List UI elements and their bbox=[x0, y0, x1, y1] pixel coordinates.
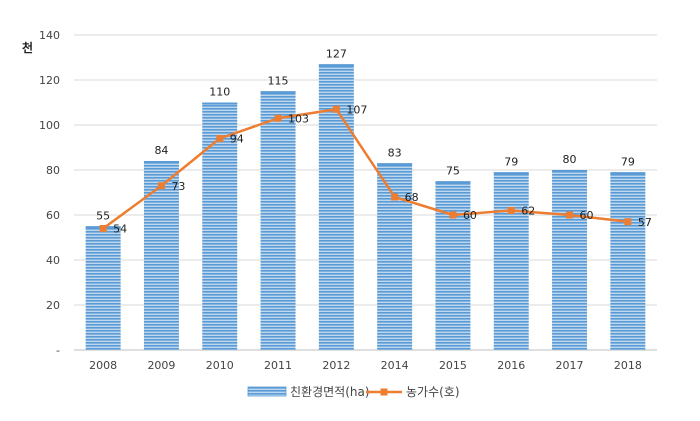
bar-value-label: 55 bbox=[96, 209, 110, 222]
line-point bbox=[507, 207, 515, 214]
line-value-label: 62 bbox=[521, 205, 535, 218]
line-point bbox=[216, 135, 224, 142]
bar bbox=[143, 161, 179, 350]
bar-value-label: 79 bbox=[621, 155, 635, 168]
bar-top-edge bbox=[202, 102, 238, 105]
x-tick-label: 2008 bbox=[89, 359, 117, 372]
bar-top-edge bbox=[435, 181, 471, 184]
x-axis: 2008 2009 2010 2011 2012 2014 2015 2016 2017 2018 bbox=[89, 359, 642, 372]
bar-value-label: 110 bbox=[209, 86, 230, 99]
legend-item-line: 농가수(호) bbox=[366, 385, 460, 399]
series-line bbox=[102, 108, 628, 230]
bar bbox=[435, 181, 471, 350]
x-tick-label: 2018 bbox=[614, 359, 642, 372]
y-tick-label: 120 bbox=[39, 74, 60, 87]
bar-top-edge bbox=[552, 170, 588, 172]
y-tick-label: 60 bbox=[46, 209, 60, 222]
line-data-labels: 54 73 94 103 107 68 60 62 60 57 bbox=[113, 103, 652, 235]
legend-item-bar: 친환경면적(ha) bbox=[247, 385, 370, 399]
x-tick-label: 2015 bbox=[439, 359, 467, 372]
y-tick-label: - bbox=[56, 344, 60, 357]
bar-top-edge bbox=[318, 64, 354, 67]
bar-value-label: 115 bbox=[268, 74, 289, 87]
line-point bbox=[332, 105, 340, 113]
line-value-label: 107 bbox=[346, 103, 367, 116]
bar-value-label: 83 bbox=[388, 146, 402, 159]
line-point bbox=[624, 218, 632, 226]
line-value-label: 103 bbox=[288, 112, 309, 125]
bar bbox=[85, 226, 121, 350]
y-tick-label: 100 bbox=[39, 119, 60, 132]
line-point bbox=[99, 225, 107, 232]
bar-value-label: 79 bbox=[504, 155, 518, 168]
line-point bbox=[449, 211, 457, 219]
bar bbox=[493, 172, 529, 350]
bar-series bbox=[85, 64, 646, 350]
line-point bbox=[274, 114, 282, 122]
bar bbox=[610, 172, 646, 350]
bar-top-edge bbox=[610, 172, 646, 175]
y-tick-label: 140 bbox=[39, 29, 60, 42]
bar-value-label: 84 bbox=[154, 144, 168, 157]
y-tick-label: 20 bbox=[46, 299, 60, 312]
bar-top-edge bbox=[493, 172, 529, 175]
bar bbox=[260, 91, 296, 350]
x-tick-label: 2016 bbox=[497, 359, 525, 372]
line-value-label: 60 bbox=[580, 209, 594, 222]
bar bbox=[552, 170, 588, 350]
line-series bbox=[99, 105, 632, 232]
line-value-label: 68 bbox=[405, 191, 419, 204]
legend-swatch-marker bbox=[380, 388, 388, 396]
y-axis-unit-label: 천 bbox=[22, 40, 33, 55]
line-value-label: 57 bbox=[638, 216, 652, 229]
bar-value-label: 127 bbox=[326, 47, 347, 60]
legend: 친환경면적(ha) 농가수(호) bbox=[247, 385, 460, 399]
bar-value-label: 75 bbox=[446, 164, 460, 177]
legend-label-line: 농가수(호) bbox=[406, 385, 460, 399]
line-value-label: 73 bbox=[171, 180, 185, 193]
y-tick-label: 80 bbox=[46, 164, 60, 177]
legend-label-bar: 친환경면적(ha) bbox=[290, 385, 370, 399]
x-tick-label: 2009 bbox=[147, 359, 175, 372]
line-value-label: 54 bbox=[113, 223, 127, 236]
x-tick-label: 2010 bbox=[206, 359, 234, 372]
x-tick-label: 2017 bbox=[556, 359, 584, 372]
y-axis: - 20 40 60 80 100 120 140 bbox=[39, 29, 60, 357]
line-point bbox=[391, 193, 399, 201]
bar-top-edge bbox=[377, 163, 413, 166]
bar bbox=[202, 102, 238, 350]
x-tick-label: 2014 bbox=[381, 359, 409, 372]
x-tick-label: 2012 bbox=[322, 359, 350, 372]
x-tick-label: 2011 bbox=[264, 359, 292, 372]
line-point bbox=[157, 182, 165, 190]
line-value-label: 60 bbox=[463, 209, 477, 222]
bar-top-edge bbox=[260, 91, 296, 94]
bar-top-edge bbox=[143, 161, 179, 163]
line-value-label: 94 bbox=[230, 133, 244, 146]
bar-data-labels: 55 84 110 115 127 83 75 79 80 79 bbox=[96, 47, 635, 222]
bar-value-label: 80 bbox=[563, 153, 577, 166]
y-tick-label: 40 bbox=[46, 254, 60, 267]
line-point bbox=[566, 211, 574, 219]
legend-swatch-bar bbox=[247, 386, 287, 397]
